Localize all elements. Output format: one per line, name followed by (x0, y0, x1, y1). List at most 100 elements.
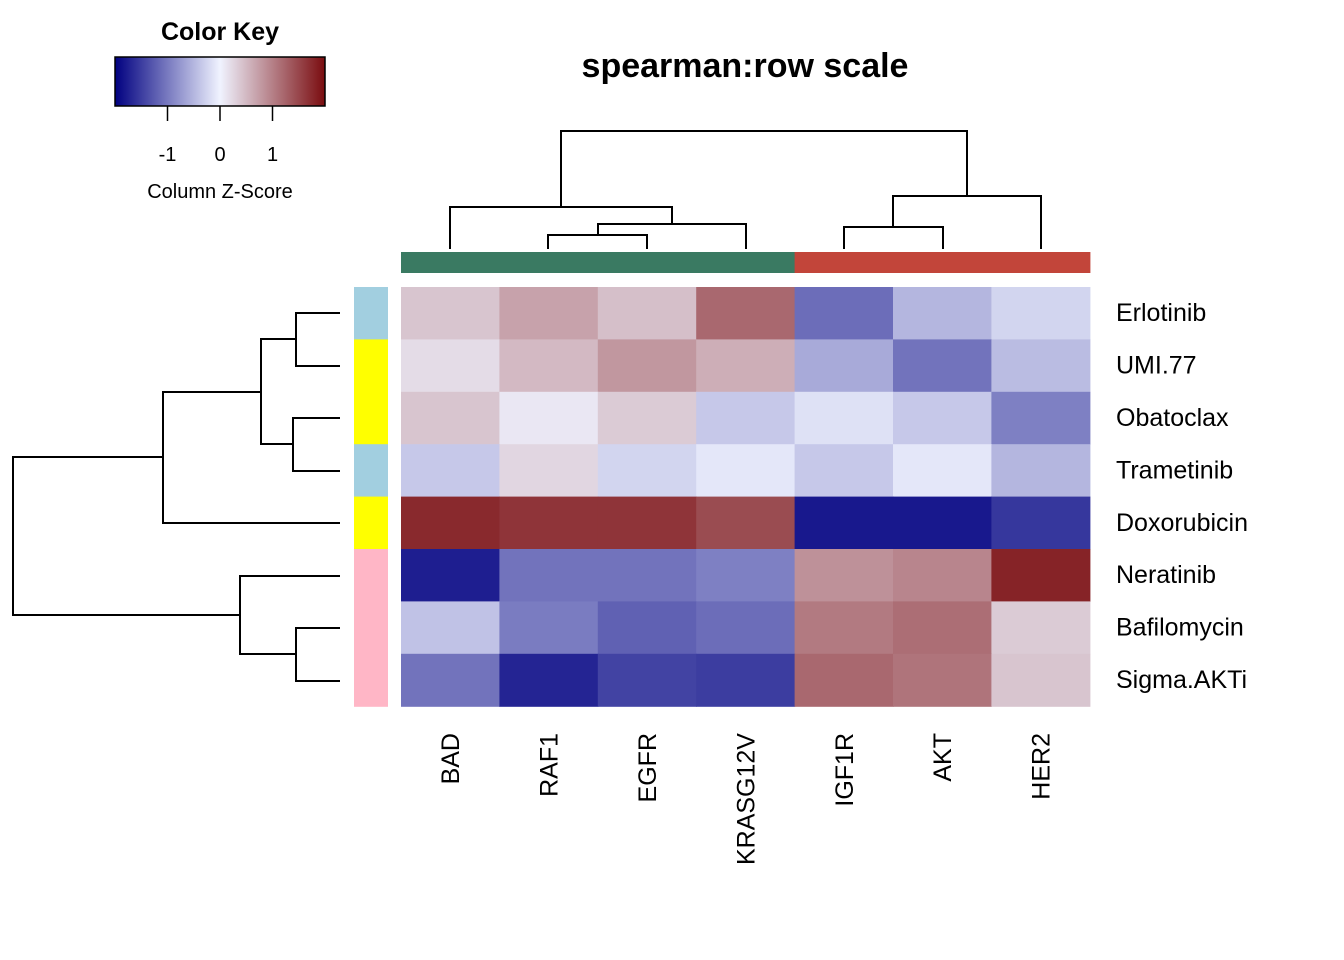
heatmap-cell (597, 496, 697, 550)
row-group-swatch (354, 444, 388, 498)
color-key-tick-label: -1 (159, 144, 177, 166)
heatmap-cell (499, 653, 599, 707)
column-label: HER2 (1028, 733, 1056, 800)
row-group-bar (354, 287, 388, 707)
heatmap-cell (696, 391, 796, 445)
heatmap-cell (893, 339, 992, 393)
row-group-swatch (354, 601, 388, 655)
column-labels: BAD RAF1 EGFR KRASG12V IGF1R AKT HER2 (437, 733, 1055, 865)
row-label: Trametinib (1116, 456, 1233, 484)
heatmap-cell (794, 496, 894, 550)
row-group-swatch (354, 496, 388, 550)
heatmap-cell (696, 444, 796, 498)
row-label: UMI.77 (1116, 352, 1197, 380)
heatmap-cell (401, 287, 500, 340)
column-label: KRASG12V (732, 733, 760, 865)
heatmap-cell (893, 287, 992, 340)
column-label: IGF1R (831, 733, 859, 807)
row-group-swatch (354, 549, 388, 602)
heatmap-cell (794, 339, 894, 393)
heatmap-cells (401, 287, 1091, 707)
row-group-swatch (354, 391, 388, 445)
color-key-ticks: -1 0 1 (159, 106, 278, 166)
row-group-swatch (354, 339, 388, 393)
heatmap-cell (597, 549, 697, 602)
heatmap-cell (597, 444, 697, 498)
row-label: Obatoclax (1116, 404, 1229, 432)
column-label: BAD (437, 733, 465, 784)
heatmap-cell (991, 287, 1091, 340)
column-group-swatch (794, 252, 894, 273)
column-label: EGFR (634, 733, 662, 802)
chart-title: spearman:row scale (582, 47, 909, 85)
heatmap-cell (401, 391, 500, 445)
heatmap-cell (991, 444, 1091, 498)
row-label: Erlotinib (1116, 299, 1206, 327)
row-label: Sigma.AKTi (1116, 666, 1247, 694)
color-key: Color Key -1 0 1 Column Z-Score (114, 18, 326, 203)
heatmap-cell (401, 549, 500, 602)
heatmap-cell (499, 287, 599, 340)
column-group-swatch (401, 252, 500, 273)
heatmap-cell (794, 444, 894, 498)
column-label: RAF1 (536, 733, 564, 797)
heatmap-cell (794, 601, 894, 655)
column-dendrogram (449, 130, 1042, 249)
heatmap-cell (696, 496, 796, 550)
heatmap-cell (401, 653, 500, 707)
heatmap-cell (597, 391, 697, 445)
color-key-tick-label: 0 (214, 144, 225, 166)
heatmap-cell (893, 496, 992, 550)
heatmap-cell (696, 287, 796, 340)
heatmap-cell (401, 496, 500, 550)
heatmap-cell (991, 391, 1091, 445)
heatmap-cell (696, 339, 796, 393)
heatmap-cell (991, 653, 1091, 707)
column-group-swatch (893, 252, 992, 273)
color-key-title: Color Key (161, 18, 279, 46)
column-label: AKT (929, 733, 957, 782)
heatmap-cell (499, 549, 599, 602)
heatmap-cell (499, 339, 599, 393)
heatmap-cell (794, 549, 894, 602)
color-key-gradient (114, 56, 326, 107)
heatmap-cell (794, 653, 894, 707)
row-group-swatch (354, 653, 388, 707)
heatmap-cell (696, 549, 796, 602)
heatmap-cell (991, 339, 1091, 393)
column-group-swatch (991, 252, 1091, 273)
row-label: Bafilomycin (1116, 614, 1244, 642)
heatmap-cell (499, 391, 599, 445)
color-key-tick-label: 1 (267, 144, 278, 166)
heatmap-cell (597, 653, 697, 707)
column-group-bar (401, 252, 1091, 273)
column-group-swatch (597, 252, 697, 273)
heatmap-cell (893, 549, 992, 602)
row-label: Doxorubicin (1116, 509, 1248, 537)
heatmap-cell (696, 601, 796, 655)
heatmap-cell (991, 549, 1091, 602)
heatmap-cell (597, 601, 697, 655)
heatmap-cell (401, 444, 500, 498)
heatmap-cell (893, 444, 992, 498)
heatmap-cell (991, 601, 1091, 655)
heatmap-cell (893, 391, 992, 445)
heatmap-cell (499, 496, 599, 550)
heatmap-cell (794, 287, 894, 340)
row-label: Neratinib (1116, 561, 1216, 589)
color-key-xlabel: Column Z-Score (147, 181, 293, 203)
heatmap-cell (991, 496, 1091, 550)
heatmap-cell (499, 601, 599, 655)
heatmap-cell (597, 287, 697, 340)
heatmap-cell (499, 444, 599, 498)
heatmap-cell (597, 339, 697, 393)
column-group-swatch (696, 252, 796, 273)
row-labels: Erlotinib UMI.77 Obatoclax Trametinib Doxoru… (1116, 299, 1248, 694)
heatmap-cell (401, 601, 500, 655)
heatmap-cell (893, 601, 992, 655)
heatmap-cell (696, 653, 796, 707)
heatmap-cell (794, 391, 894, 445)
row-dendrogram (12, 312, 340, 682)
heatmap-cell (401, 339, 500, 393)
